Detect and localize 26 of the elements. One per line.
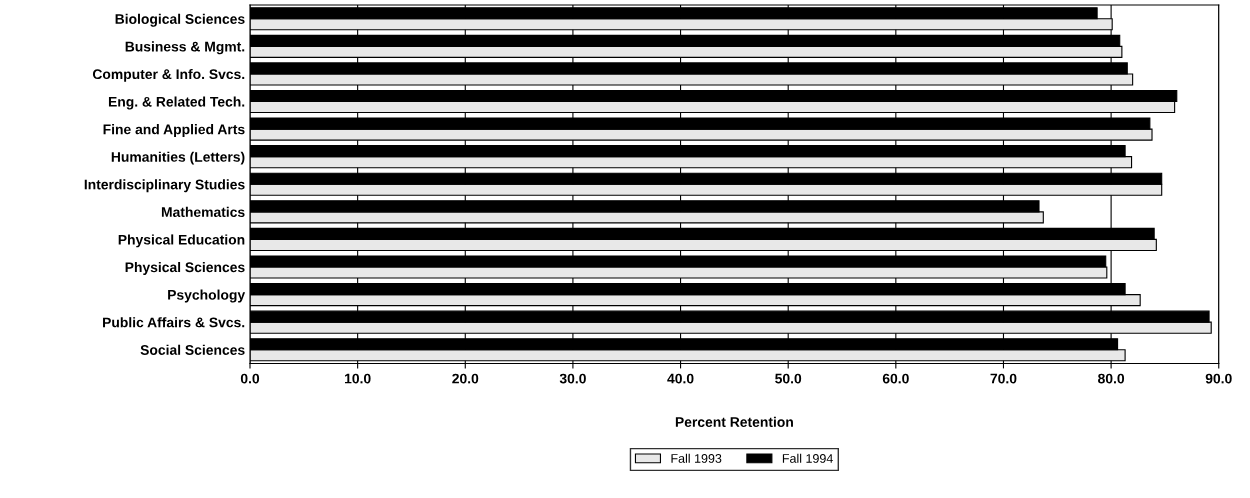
x-tick-label: 20.0: [452, 373, 479, 384]
legend-label: Fall 1993: [671, 453, 722, 463]
y-tick-label: Eng. & Related Tech.: [108, 96, 245, 110]
x-tick-label: 50.0: [775, 373, 802, 384]
x-tick-label: 30.0: [559, 373, 586, 384]
y-tick-label: Fine and Applied Arts: [103, 124, 245, 138]
y-tick-label: Biological Sciences: [115, 13, 245, 27]
y-tick-label: Psychology: [168, 289, 246, 303]
y-tick-label: Computer & Info. Svcs.: [92, 68, 245, 82]
legend-label: Fall 1994: [782, 453, 833, 463]
y-tick-label: Mathematics: [161, 206, 245, 218]
x-tick-label: 90.0: [1205, 373, 1232, 384]
y-tick-label: Humanities (Letters): [111, 151, 245, 165]
x-tick-label: 70.0: [990, 373, 1017, 384]
x-tick-label: 0.0: [240, 373, 260, 384]
y-tick-label: Public Affairs & Svcs.: [103, 317, 245, 328]
y-tick-label: Physical Sciences: [125, 261, 245, 275]
y-tick-label: Interdisciplinary Studies: [84, 179, 245, 193]
y-tick-label: Social Sciences: [140, 344, 245, 355]
x-tick-label: 60.0: [882, 373, 909, 384]
x-tick-label: 80.0: [1098, 373, 1125, 384]
x-tick-label: 40.0: [667, 373, 694, 384]
y-tick-label: Business & Mgmt.: [125, 41, 245, 55]
x-tick-label: 10.0: [345, 373, 371, 384]
x-axis-title: Percent Retention: [675, 416, 793, 427]
y-tick-label: Physical Education: [118, 234, 245, 248]
